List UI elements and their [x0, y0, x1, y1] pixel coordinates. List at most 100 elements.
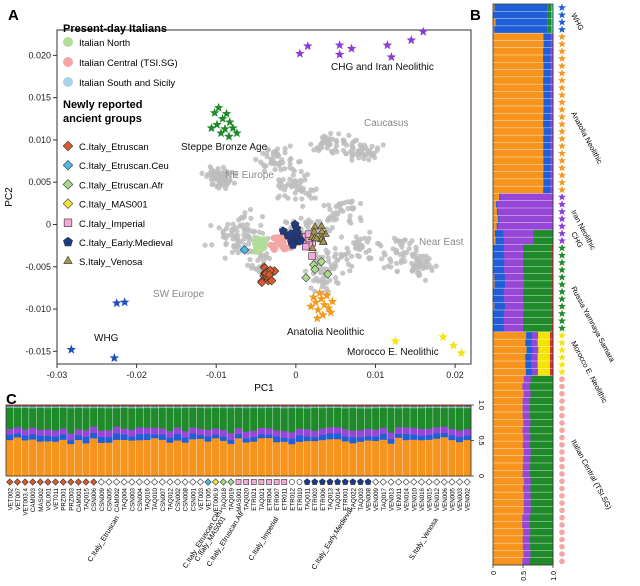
ancient-bar-segment [28, 405, 37, 407]
reference-bar-segment [493, 157, 544, 165]
ancient-sample-marker [364, 478, 372, 485]
ancient-group-label: S.Italy_Venosa [407, 516, 440, 561]
reference-bar-segment [543, 142, 551, 150]
background-sample-point [220, 164, 226, 170]
reference-row-marker [558, 156, 566, 164]
ancient-sample-label: CAM002 [114, 487, 121, 512]
reference-bar-segment [530, 463, 554, 471]
ancient-sample-marker [410, 478, 418, 486]
ancient-bar-segment [440, 407, 449, 427]
ancient-bar-segment [410, 406, 418, 409]
ancient-bar-segment [272, 405, 281, 407]
ancient-bar-segment [181, 406, 190, 409]
background-sample-point [416, 270, 422, 276]
reference-bar-segment [497, 222, 554, 231]
reference-row-marker [558, 10, 566, 19]
reference-bar-segment [543, 120, 551, 129]
ancient-bar-segment [150, 427, 159, 435]
ancient-bar-segment [402, 439, 411, 477]
ancient-bar-segment [371, 407, 380, 430]
ancient-bar-segment [181, 405, 190, 407]
background-sample-point [334, 139, 340, 145]
background-sample-point [260, 150, 266, 156]
background-sample-point [233, 246, 239, 253]
ancient-bar-segment [219, 429, 228, 437]
ancient-bar-segment [417, 428, 426, 436]
ancient-sample-marker [318, 478, 326, 485]
reference-bar-segment [493, 208, 498, 216]
reference-bar-segment [493, 543, 524, 551]
ancient-bar-segment [364, 428, 373, 437]
ancient-bar-segment [105, 442, 114, 477]
reference-bar-segment [543, 135, 551, 143]
ancient-bar-segment [211, 437, 220, 477]
ancient-bar-segment [166, 442, 174, 477]
reference-star-anatolia [318, 310, 328, 319]
ancient-bar-segment [448, 405, 457, 407]
ancient-sample-marker [302, 242, 310, 251]
legend-marker-ancient [62, 159, 74, 171]
ancient-admixture-bars [5, 404, 472, 477]
reference-row-marker [559, 522, 565, 528]
ancient-bar-segment [371, 405, 380, 407]
ancient-bar-segment [288, 407, 296, 433]
present-day-italian-point [281, 245, 288, 253]
reference-star-anatolia [315, 288, 325, 297]
reference-bar-segment [493, 390, 524, 398]
ancient-sample-label: VEN002 [465, 487, 472, 511]
reference-bar-segment [550, 91, 554, 99]
ancient-bar-segment [211, 434, 220, 439]
ancient-bar-segment [349, 406, 357, 409]
ancient-bar-segment [318, 405, 327, 407]
ancient-bar-segment [333, 439, 342, 477]
reference-bar-segment [495, 18, 548, 27]
ancient-sample-marker [379, 478, 387, 486]
reference-bar-segment [493, 18, 496, 27]
reference-bar-segment [493, 4, 495, 12]
ancient-bar-segment [318, 439, 327, 477]
ancient-bar-segment [448, 407, 457, 430]
reference-bar-segment [525, 361, 532, 369]
ancient-sample-label: TAQ010 [152, 487, 159, 510]
ancient-bar-segment [349, 430, 357, 438]
reference-star-whg [109, 353, 120, 363]
x-tick-label: 0.02 [446, 370, 464, 380]
background-sample-point [312, 288, 318, 294]
reference-bar-segment [503, 266, 524, 274]
background-sample-point [433, 263, 439, 269]
reference-bar-segment [550, 127, 554, 136]
background-sample-point [353, 234, 359, 240]
ancient-bar-segment [432, 433, 441, 439]
background-sample-point [347, 268, 353, 274]
background-sample-point [224, 169, 230, 175]
reference-bar-segment [550, 157, 554, 165]
reference-row-marker [558, 61, 566, 70]
ancient-bar-segment [105, 430, 114, 438]
ancient-bar-segment [425, 428, 434, 436]
background-sample-point [282, 193, 288, 199]
reference-star-steppe [221, 108, 232, 118]
ancient-bar-segment [196, 438, 205, 477]
reference-bar-segment [551, 25, 554, 34]
background-sample-point [412, 251, 418, 257]
reference-bar-segment [493, 164, 544, 172]
ancient-sample-label: VET011 [53, 487, 60, 509]
background-sample-point [372, 154, 378, 161]
ancient-bar-segment [188, 407, 197, 428]
background-sample-point [225, 180, 231, 186]
background-sample-point [380, 142, 386, 148]
ancient-sample-marker [463, 478, 471, 486]
ancient-bar-segment [364, 406, 373, 409]
ancient-sample-label: ETR001 [343, 487, 350, 510]
reference-bar-segment [551, 259, 554, 267]
ancient-sample-label: CSN006 [91, 487, 98, 511]
background-sample-point [258, 222, 264, 228]
reference-bar-segment [493, 310, 505, 318]
ancient-bar-segment [51, 405, 60, 407]
ancient-bar-segment [188, 406, 197, 408]
region-label-near-east: Near East [419, 237, 464, 248]
ancient-sample-marker [448, 478, 456, 486]
background-sample-point [263, 254, 269, 260]
ancient-bar-segment [265, 437, 274, 477]
